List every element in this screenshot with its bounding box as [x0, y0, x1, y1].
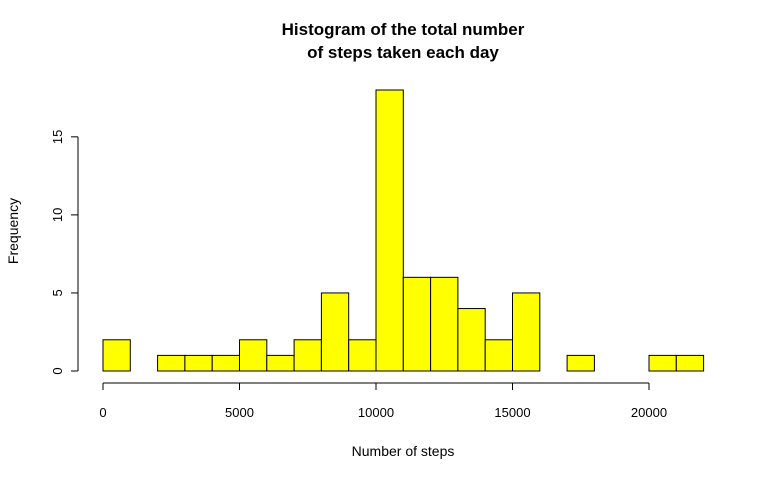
chart-title-line-2: of steps taken each day: [307, 43, 499, 62]
y-tick-label-3: 15: [50, 130, 65, 144]
histogram-bar-0: [102, 339, 131, 372]
histogram-bar-21: [675, 354, 705, 372]
histogram-bar-7: [293, 339, 322, 372]
x-tick-label-1: 5000: [225, 405, 254, 420]
histogram-bar-4: [211, 354, 240, 372]
x-tick-label-3: 15000: [494, 405, 530, 420]
y-tick-label-2: 10: [50, 208, 65, 222]
chart-title-line-1: Histogram of the total number: [282, 20, 525, 39]
histogram-bar-2: [157, 354, 186, 372]
y-axis-label: Frequency: [5, 198, 21, 264]
y-axis: 0 5 10 15: [50, 130, 79, 375]
x-axis: 0 5000 10000 15000 20000: [99, 382, 667, 420]
histogram-bar-5: [239, 339, 268, 372]
y-tick-label-1: 5: [50, 289, 65, 296]
histogram-bar-11: [402, 276, 432, 372]
histogram-bar-20: [648, 354, 677, 372]
histogram-bar-13: [457, 308, 486, 372]
histogram-bar-17: [566, 354, 595, 372]
histogram-bar-8: [320, 292, 350, 372]
histogram-bar-3: [184, 354, 213, 372]
histogram-bar-6: [266, 354, 295, 372]
histogram-bar-9: [348, 339, 377, 372]
x-tick-label-2: 10000: [358, 405, 394, 420]
histogram-bar-12: [430, 276, 459, 372]
x-tick-label-4: 20000: [631, 405, 667, 420]
y-tick-label-0: 0: [50, 367, 65, 374]
histogram-bar-15: [512, 292, 541, 372]
histogram-bar-14: [484, 339, 514, 372]
x-axis-label: Number of steps: [352, 443, 455, 459]
histogram-bar-10: [375, 89, 404, 372]
x-tick-label-0: 0: [99, 405, 106, 420]
histogram-bars: [102, 89, 705, 372]
